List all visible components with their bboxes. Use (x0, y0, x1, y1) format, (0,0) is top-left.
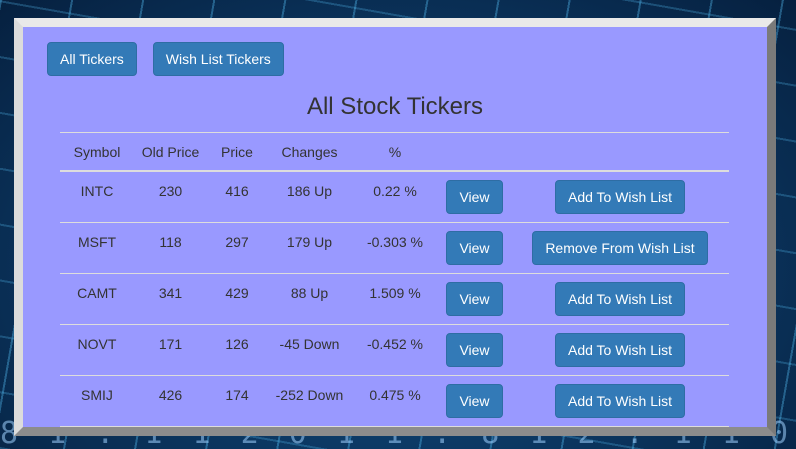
cell-old-price: 118 (134, 222, 207, 274)
add-to-wish-list-button[interactable]: Add To Wish List (554, 180, 685, 214)
cell-wish: Add To Wish List (511, 171, 729, 223)
view-button[interactable]: View (446, 231, 503, 265)
column-header-changes: Changes (267, 132, 352, 172)
wish-list-tickers-button[interactable]: Wish List Tickers (152, 42, 284, 76)
cell-symbol: SMIJ (60, 375, 134, 427)
cell-price: 126 (207, 324, 267, 376)
table-row: SMIJ 426 174 -252 Down 0.475 % View Add … (60, 375, 729, 427)
cell-view: View (438, 273, 511, 325)
cell-old-price: 171 (134, 324, 207, 376)
add-to-wish-list-button[interactable]: Add To Wish List (554, 333, 685, 367)
cell-symbol: CAMT (60, 273, 134, 325)
cell-view: View (438, 324, 511, 376)
cell-price: 174 (207, 375, 267, 427)
cell-symbol: MSFT (60, 222, 134, 274)
cell-view: View (438, 171, 511, 223)
column-header-old-price: Old Price (134, 132, 207, 172)
cell-wish: Add To Wish List (511, 324, 729, 376)
cell-percent: -0.303 % (352, 222, 438, 274)
cell-changes: 179 Up (267, 222, 352, 274)
cell-old-price: 341 (134, 273, 207, 325)
view-button[interactable]: View (446, 282, 503, 316)
cell-view: View (438, 222, 511, 274)
add-to-wish-list-button[interactable]: Add To Wish List (554, 282, 685, 316)
table-row: INTC 230 416 186 Up 0.22 % View Add To W… (60, 171, 729, 223)
tickers-table: Symbol Old Price Price Changes % INTC 23… (60, 132, 729, 427)
table-row: NOVT 171 126 -45 Down -0.452 % View Add … (60, 324, 729, 376)
column-header-percent: % (352, 132, 438, 172)
cell-wish: Add To Wish List (511, 375, 729, 427)
cell-view: View (438, 375, 511, 427)
view-button[interactable]: View (446, 333, 503, 367)
stock-panel: All Tickers Wish List Tickers All Stock … (14, 18, 776, 436)
column-header-symbol: Symbol (60, 132, 134, 172)
cell-symbol: NOVT (60, 324, 134, 376)
cell-symbol: INTC (60, 171, 134, 223)
cell-wish: Add To Wish List (511, 273, 729, 325)
column-header-wish (511, 132, 729, 172)
add-to-wish-list-button[interactable]: Add To Wish List (554, 384, 685, 418)
cell-price: 429 (207, 273, 267, 325)
cell-percent: 1.509 % (352, 273, 438, 325)
ticker-tabs: All Tickers Wish List Tickers (47, 42, 284, 76)
cell-changes: 186 Up (267, 171, 352, 223)
table-row: CAMT 341 429 88 Up 1.509 % View Add To W… (60, 273, 729, 325)
cell-percent: 0.22 % (352, 171, 438, 223)
column-header-price: Price (207, 132, 267, 172)
table-header-row: Symbol Old Price Price Changes % (60, 132, 729, 172)
table-row: MSFT 118 297 179 Up -0.303 % View Remove… (60, 222, 729, 274)
cell-changes: 88 Up (267, 273, 352, 325)
page-title: All Stock Tickers (306, 93, 484, 120)
view-button[interactable]: View (446, 180, 503, 214)
cell-percent: -0.452 % (352, 324, 438, 376)
all-tickers-button[interactable]: All Tickers (47, 42, 137, 76)
cell-wish: Remove From Wish List (511, 222, 729, 274)
view-button[interactable]: View (446, 384, 503, 418)
cell-old-price: 426 (134, 375, 207, 427)
cell-changes: -45 Down (267, 324, 352, 376)
cell-old-price: 230 (134, 171, 207, 223)
remove-from-wish-list-button[interactable]: Remove From Wish List (532, 231, 708, 265)
cell-changes: -252 Down (267, 375, 352, 427)
cell-percent: 0.475 % (352, 375, 438, 427)
cell-price: 416 (207, 171, 267, 223)
column-header-view (438, 132, 511, 172)
cell-price: 297 (207, 222, 267, 274)
